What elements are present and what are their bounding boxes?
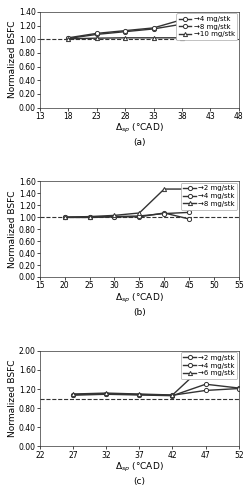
→4 mg/stk — [138, 392, 141, 398]
→4 mg/stk — [113, 214, 116, 220]
Legend: →4 mg/stk, →8 mg/stk, →10 mg/stk: →4 mg/stk, →8 mg/stk, →10 mg/stk — [176, 13, 237, 40]
→6 mg/stk — [204, 361, 207, 367]
→8 mg/stk — [187, 186, 191, 192]
→10 mg/stk — [95, 35, 98, 41]
Y-axis label: Normalized BSFC: Normalized BSFC — [8, 21, 17, 98]
→2 mg/stk — [138, 392, 141, 398]
Line: →2 mg/stk: →2 mg/stk — [71, 382, 241, 398]
→10 mg/stk — [209, 33, 212, 39]
Line: →10 mg/stk: →10 mg/stk — [66, 34, 212, 41]
X-axis label: Δ$_{sp}$ (°CAD): Δ$_{sp}$ (°CAD) — [115, 122, 164, 135]
Y-axis label: Normalized BSFC: Normalized BSFC — [8, 360, 17, 438]
→2 mg/stk — [171, 392, 174, 398]
Legend: →2 mg/stk, →4 mg/stk, →6 mg/stk: →2 mg/stk, →4 mg/stk, →6 mg/stk — [181, 352, 237, 379]
Y-axis label: Normalized BSFC: Normalized BSFC — [8, 190, 17, 268]
Line: →6 mg/stk: →6 mg/stk — [71, 362, 208, 397]
→2 mg/stk — [88, 214, 91, 220]
→6 mg/stk — [138, 391, 141, 397]
→8 mg/stk — [124, 28, 127, 34]
→8 mg/stk — [95, 30, 98, 36]
→8 mg/stk — [163, 186, 166, 192]
→4 mg/stk — [72, 392, 75, 398]
→8 mg/stk — [209, 15, 212, 21]
→2 mg/stk — [63, 214, 66, 220]
Line: →4 mg/stk: →4 mg/stk — [71, 386, 241, 398]
→8 mg/stk — [152, 25, 155, 31]
→10 mg/stk — [152, 35, 155, 41]
→8 mg/stk — [63, 214, 66, 220]
→4 mg/stk — [180, 21, 183, 27]
→8 mg/stk — [138, 210, 141, 216]
→10 mg/stk — [67, 36, 70, 42]
Text: (c): (c) — [133, 477, 145, 486]
X-axis label: Δ$_{sp}$ (°CAD): Δ$_{sp}$ (°CAD) — [115, 292, 164, 304]
→8 mg/stk — [113, 212, 116, 218]
→2 mg/stk — [204, 381, 207, 387]
→10 mg/stk — [180, 35, 183, 41]
→2 mg/stk — [237, 385, 240, 391]
→2 mg/stk — [138, 214, 141, 220]
→4 mg/stk — [105, 391, 108, 397]
→6 mg/stk — [105, 390, 108, 396]
→2 mg/stk — [105, 392, 108, 398]
→4 mg/stk — [95, 32, 98, 38]
→4 mg/stk — [138, 213, 141, 219]
→8 mg/stk — [180, 16, 183, 22]
→4 mg/stk — [124, 28, 127, 34]
→4 mg/stk — [163, 210, 166, 216]
Text: (b): (b) — [133, 308, 146, 316]
→6 mg/stk — [72, 391, 75, 397]
Legend: →2 mg/stk, →4 mg/stk, →8 mg/stk: →2 mg/stk, →4 mg/stk, →8 mg/stk — [181, 182, 237, 210]
Line: →8 mg/stk: →8 mg/stk — [63, 187, 191, 220]
→4 mg/stk — [237, 386, 240, 392]
Line: →2 mg/stk: →2 mg/stk — [63, 211, 191, 221]
→4 mg/stk — [63, 214, 66, 220]
→2 mg/stk — [163, 210, 166, 216]
X-axis label: Δ$_{sp}$ (°CAD): Δ$_{sp}$ (°CAD) — [115, 461, 164, 474]
→2 mg/stk — [113, 214, 116, 220]
Line: →4 mg/stk: →4 mg/stk — [66, 18, 212, 40]
→4 mg/stk — [204, 388, 207, 394]
→2 mg/stk — [72, 392, 75, 398]
→4 mg/stk — [88, 214, 91, 220]
→8 mg/stk — [67, 35, 70, 41]
→2 mg/stk — [187, 216, 191, 222]
→4 mg/stk — [209, 17, 212, 23]
Text: (a): (a) — [133, 138, 146, 147]
→8 mg/stk — [88, 214, 91, 220]
→10 mg/stk — [124, 35, 127, 41]
→4 mg/stk — [171, 392, 174, 398]
→6 mg/stk — [171, 392, 174, 398]
→4 mg/stk — [152, 26, 155, 32]
→4 mg/stk — [67, 36, 70, 42]
→4 mg/stk — [187, 210, 191, 216]
Line: →8 mg/stk: →8 mg/stk — [66, 16, 212, 40]
Line: →4 mg/stk: →4 mg/stk — [63, 210, 191, 220]
